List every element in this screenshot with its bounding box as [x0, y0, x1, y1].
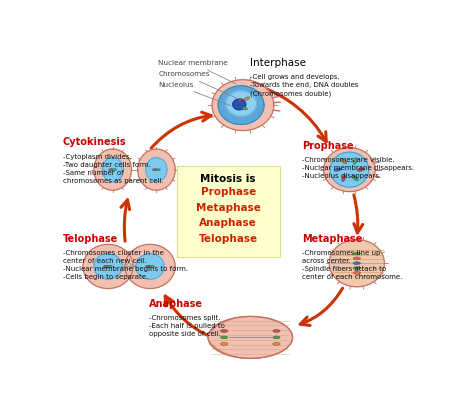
Text: Anaphase: Anaphase	[149, 299, 203, 309]
Text: Chromosomes: Chromosomes	[158, 72, 237, 98]
Polygon shape	[83, 244, 133, 289]
Ellipse shape	[353, 257, 361, 260]
Text: -Chromosomes line up
across center.
-Spindle fibers attach to
center of each chr: -Chromosomes line up across center. -Spi…	[301, 250, 402, 280]
Text: -Cell grows and develops.
-Towards the end, DNA doubles
(Chromosomes double): -Cell grows and develops. -Towards the e…	[250, 75, 359, 97]
Ellipse shape	[244, 97, 249, 101]
Polygon shape	[146, 158, 167, 182]
Text: -Chromosomes split.
-Each half is pulled to
opposite side of cell.: -Chromosomes split. -Each half is pulled…	[149, 315, 225, 337]
Ellipse shape	[342, 175, 346, 182]
Ellipse shape	[156, 169, 160, 171]
Text: Prophase: Prophase	[201, 187, 256, 197]
Polygon shape	[102, 158, 123, 182]
Polygon shape	[208, 316, 292, 358]
Polygon shape	[125, 244, 175, 289]
Text: Nuclear membrane: Nuclear membrane	[158, 60, 236, 84]
Text: Telophase: Telophase	[199, 234, 258, 244]
Text: Metaphase: Metaphase	[301, 234, 362, 244]
Text: -Cytoplasm divides.
-Two daughter cells form.
-Same number of
chromosomes as par: -Cytoplasm divides. -Two daughter cells …	[63, 153, 164, 184]
Ellipse shape	[238, 98, 242, 102]
Ellipse shape	[149, 265, 155, 268]
Polygon shape	[324, 148, 375, 191]
Text: Nucleolus: Nucleolus	[158, 82, 231, 106]
Polygon shape	[94, 253, 122, 279]
Text: Mitosis is: Mitosis is	[201, 173, 256, 184]
Ellipse shape	[273, 342, 280, 345]
Polygon shape	[233, 99, 246, 110]
Ellipse shape	[273, 336, 280, 339]
Text: -Chromosomes are visible.
-Nuclear membrane disappears.
-Nucleolus disappears.: -Chromosomes are visible. -Nuclear membr…	[301, 157, 414, 179]
Polygon shape	[208, 316, 292, 358]
Ellipse shape	[220, 336, 228, 339]
Ellipse shape	[273, 329, 280, 332]
Ellipse shape	[104, 265, 109, 268]
Ellipse shape	[153, 169, 157, 171]
Polygon shape	[226, 91, 256, 116]
Ellipse shape	[353, 158, 357, 165]
Ellipse shape	[109, 169, 113, 171]
Ellipse shape	[357, 168, 365, 171]
Ellipse shape	[220, 329, 228, 332]
Ellipse shape	[352, 176, 358, 181]
Ellipse shape	[334, 168, 342, 171]
Polygon shape	[136, 253, 164, 279]
Ellipse shape	[146, 265, 151, 268]
Ellipse shape	[242, 107, 247, 110]
Ellipse shape	[112, 169, 117, 171]
Text: Cytokinesis: Cytokinesis	[63, 137, 127, 147]
Polygon shape	[330, 152, 369, 187]
Text: Metaphase: Metaphase	[196, 203, 261, 213]
Polygon shape	[137, 149, 175, 190]
Ellipse shape	[353, 266, 361, 269]
Ellipse shape	[107, 265, 112, 268]
FancyBboxPatch shape	[177, 166, 280, 257]
Polygon shape	[329, 240, 384, 287]
Text: Interphase: Interphase	[250, 58, 306, 68]
Polygon shape	[218, 86, 264, 124]
Ellipse shape	[353, 252, 361, 255]
Text: Telophase: Telophase	[63, 234, 118, 244]
Ellipse shape	[220, 342, 228, 345]
Ellipse shape	[341, 158, 347, 164]
Ellipse shape	[353, 272, 361, 274]
Polygon shape	[94, 149, 131, 190]
Text: -Chromosomes cluster in the
center of each new cell.
-Nuclear membrane begins to: -Chromosomes cluster in the center of ea…	[63, 250, 188, 280]
Ellipse shape	[353, 262, 361, 265]
Polygon shape	[212, 80, 274, 131]
Text: Anaphase: Anaphase	[200, 218, 257, 228]
Text: Prophase: Prophase	[301, 141, 353, 150]
